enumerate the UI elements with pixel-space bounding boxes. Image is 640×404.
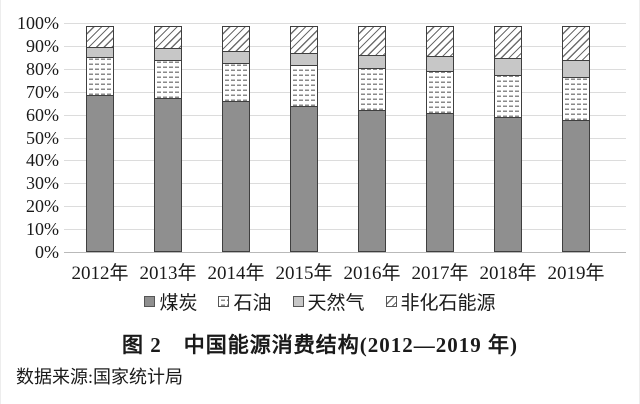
bar-segment-gas xyxy=(290,52,318,66)
bar-segment-non_fossil xyxy=(494,26,522,60)
bar-segment-non_fossil xyxy=(426,26,454,58)
gridline xyxy=(64,23,626,24)
y-axis-tick-label: 40% xyxy=(26,150,59,171)
bar-segment-non_fossil xyxy=(86,26,114,49)
bar-segment-gas xyxy=(426,56,454,72)
gridline xyxy=(64,115,626,116)
gridline xyxy=(64,92,626,93)
bar-segment-coal xyxy=(222,101,250,252)
bar-2014年 xyxy=(222,26,250,252)
legend-label: 非化石能源 xyxy=(400,293,496,314)
bar-segment-oil xyxy=(290,64,318,107)
y-axis-tick-label: 50% xyxy=(26,127,59,148)
bar-segment-coal xyxy=(562,119,590,252)
bar-segment-non_fossil xyxy=(290,26,318,54)
bar-segment-non_fossil xyxy=(358,26,386,56)
gridline xyxy=(64,160,626,161)
gridline xyxy=(64,206,626,207)
bar-segment-gas xyxy=(562,60,590,79)
y-axis-tick-label: 80% xyxy=(26,58,59,79)
bar-segment-coal xyxy=(426,113,454,252)
y-axis-tick-label: 90% xyxy=(26,35,59,56)
x-axis-tick-label: 2015年 xyxy=(275,263,333,284)
legend-marker-gas-icon xyxy=(292,296,304,307)
bar-segment-non_fossil xyxy=(562,26,590,62)
bar-2017年 xyxy=(426,26,454,252)
gridline xyxy=(64,69,626,70)
y-axis-tick-label: 100% xyxy=(17,13,59,33)
x-axis-tick-label: 2019年 xyxy=(547,263,605,284)
gridline xyxy=(64,138,626,139)
figure-caption: 图 2 中国能源消费结构(2012—2019 年) xyxy=(122,333,518,357)
bar-segment-gas xyxy=(494,58,522,76)
bar-2016年 xyxy=(358,26,386,252)
bar-segment-oil xyxy=(494,74,522,118)
legend-marker-oil-icon xyxy=(218,296,230,307)
y-axis-tick-label: 0% xyxy=(35,242,59,262)
x-axis-tick-label: 2018年 xyxy=(479,263,537,284)
y-axis-tick-label: 70% xyxy=(26,81,59,102)
legend-marker-coal-icon xyxy=(144,296,156,307)
legend-item-gas: 天然气 xyxy=(292,288,365,315)
bar-2013年 xyxy=(154,26,182,252)
bar-segment-oil xyxy=(426,70,454,115)
x-axis-tick-label: 2013年 xyxy=(139,263,197,284)
plot-area xyxy=(64,23,626,253)
gridline xyxy=(64,183,626,184)
legend-item-coal: 煤炭 xyxy=(144,288,197,315)
bar-segment-coal xyxy=(154,97,182,252)
gridline xyxy=(64,46,626,47)
bar-segment-coal xyxy=(86,95,114,252)
data-source-note: 数据来源:国家统计局 xyxy=(16,367,184,387)
bar-segment-oil xyxy=(562,77,590,121)
x-axis-tick-label: 2017年 xyxy=(411,263,469,284)
bar-2018年 xyxy=(494,26,522,252)
legend-item-non_fossil: 非化石能源 xyxy=(385,288,496,315)
legend-label: 煤炭 xyxy=(159,293,198,314)
y-axis-tick-label: 20% xyxy=(26,196,59,217)
bar-segment-oil xyxy=(222,62,250,103)
x-axis-tick-label: 2014年 xyxy=(207,263,265,284)
bar-2019年 xyxy=(562,26,590,252)
bar-segment-oil xyxy=(154,59,182,99)
legend-item-oil: 石油 xyxy=(218,288,272,315)
x-axis-line xyxy=(64,252,626,253)
x-axis-tick-label: 2016年 xyxy=(343,263,401,284)
legend-label: 石油 xyxy=(233,293,272,314)
y-axis-tick-label: 10% xyxy=(26,219,59,240)
legend-label: 天然气 xyxy=(307,293,365,314)
y-axis-tick-label: 60% xyxy=(26,104,59,125)
legend-marker-non_fossil-icon xyxy=(385,296,397,307)
bar-segment-coal xyxy=(358,109,386,252)
y-axis-tick-label: 30% xyxy=(26,173,59,194)
bar-segment-non_fossil xyxy=(154,26,182,50)
bar-segment-coal xyxy=(290,105,318,252)
bar-segment-oil xyxy=(86,57,114,97)
bar-segment-non_fossil xyxy=(222,26,250,52)
bar-segment-oil xyxy=(358,67,386,111)
bar-segment-coal xyxy=(494,116,522,252)
gridline xyxy=(64,229,626,230)
legend: 煤炭 石油 天然气 非化石能源 xyxy=(1,288,639,315)
bar-2012年 xyxy=(86,26,114,252)
bar-segment-gas xyxy=(358,54,386,69)
bar-2015年 xyxy=(290,26,318,252)
x-axis-tick-label: 2012年 xyxy=(71,263,129,284)
